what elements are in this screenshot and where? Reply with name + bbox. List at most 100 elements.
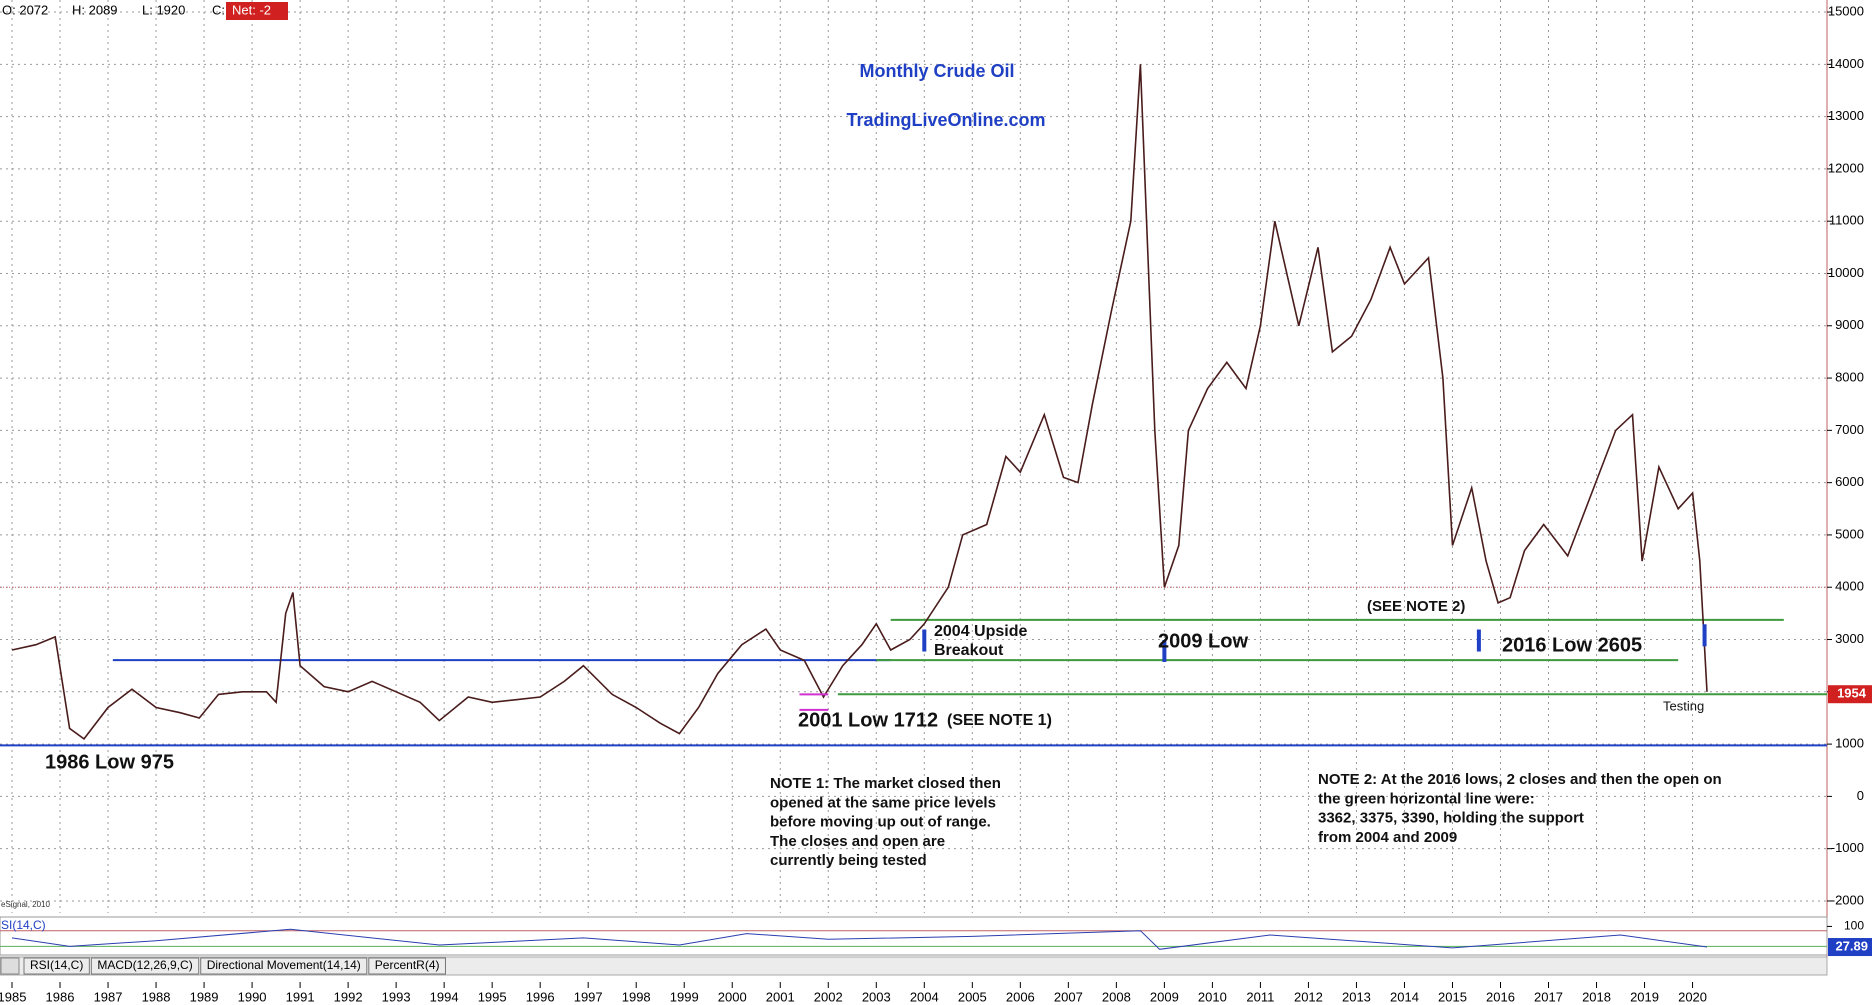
header-value: O: 2072 <box>2 2 48 17</box>
tab-frame[interactable] <box>90 957 200 975</box>
rsi-last: 27.89 <box>1835 938 1868 953</box>
x-tick-label: 2012 <box>1294 989 1323 1004</box>
annotation: 2004 Upside <box>934 623 1027 640</box>
x-tick-label: 2020 <box>1678 989 1707 1004</box>
y-tick-label: 7000 <box>1835 422 1864 437</box>
source: eSignal, 2010 <box>1 900 50 909</box>
x-tick-label: 2013 <box>1342 989 1371 1004</box>
x-tick-label: 1997 <box>574 989 603 1004</box>
x-tick-label: 1995 <box>478 989 507 1004</box>
tab[interactable]: Directional Movement(14,14) <box>207 958 361 972</box>
header-value: H: 2089 <box>72 2 118 17</box>
x-tick-label: 2006 <box>1006 989 1035 1004</box>
annotation: 2009 Low <box>1158 630 1248 652</box>
y-tick-label: 3000 <box>1835 631 1864 646</box>
rsi-tick-label: 100 <box>1844 919 1864 933</box>
y-tick-label: -1000 <box>1831 840 1864 855</box>
annotation: Testing <box>1663 698 1704 713</box>
y-tick-label: 4000 <box>1835 579 1864 594</box>
x-tick-label: 2001 <box>766 989 795 1004</box>
marker <box>922 629 927 652</box>
last-price: 1954 <box>1837 686 1867 701</box>
x-tick-label: 2018 <box>1582 989 1611 1004</box>
y-tick-label: 8000 <box>1835 370 1864 385</box>
annotation: opened at the same price levels <box>770 794 996 811</box>
x-tick-label: 1987 <box>94 989 123 1004</box>
tab-scroll[interactable] <box>0 957 20 975</box>
x-tick-label: 1990 <box>238 989 267 1004</box>
net-box <box>226 2 288 20</box>
x-tick-label: 1992 <box>334 989 363 1004</box>
y-tick-label: 13000 <box>1828 108 1864 123</box>
tab-frame[interactable] <box>200 957 368 975</box>
last-price-box <box>1828 685 1872 704</box>
x-tick-label: 2005 <box>958 989 987 1004</box>
annotation: (SEE NOTE 1) <box>947 712 1052 729</box>
tab-bar <box>0 956 1828 976</box>
x-tick-label: 1993 <box>382 989 411 1004</box>
x-tick-label: 1998 <box>622 989 651 1004</box>
rsi-panel <box>0 916 1828 956</box>
price-line <box>11 64 1708 741</box>
annotation: currently being tested <box>770 852 927 869</box>
x-tick-label: 2019 <box>1630 989 1659 1004</box>
tab[interactable]: PercentR(4) <box>375 958 440 972</box>
x-tick-label: 2009 <box>1150 989 1179 1004</box>
annotation: 3362, 3375, 3390, holding the support <box>1318 810 1584 827</box>
annotation: the green horizontal line were: <box>1318 790 1535 807</box>
annotation: NOTE 1: The market closed then <box>770 775 1001 792</box>
x-tick-label: 1988 <box>142 989 171 1004</box>
marker <box>1476 629 1481 652</box>
x-tick-label: 2010 <box>1198 989 1227 1004</box>
y-tick-label: -2000 <box>1831 892 1864 907</box>
x-tick-label: 2017 <box>1534 989 1563 1004</box>
annotation: Breakout <box>934 642 1004 659</box>
header-value: L: 1920 <box>142 2 185 17</box>
tab[interactable]: MACD(12,26,9,C) <box>97 958 192 972</box>
x-tick-label: 2015 <box>1438 989 1467 1004</box>
x-tick-label: 1986 <box>46 989 75 1004</box>
tab-frame[interactable] <box>23 957 90 975</box>
x-tick-label: 1989 <box>190 989 219 1004</box>
annotation: Monthly Crude Oil <box>860 61 1015 81</box>
annotation: before moving up out of range. <box>770 814 991 831</box>
x-tick-label: 2003 <box>862 989 891 1004</box>
x-tick-label: 2008 <box>1102 989 1131 1004</box>
header-net: Net: -2 <box>232 2 271 17</box>
y-tick-label: 12000 <box>1828 160 1864 175</box>
annotation: (SEE NOTE 2) <box>1367 598 1465 615</box>
x-tick-label: 2002 <box>814 989 843 1004</box>
y-tick-label: 11000 <box>1829 213 1864 228</box>
tab-frame[interactable] <box>368 957 446 975</box>
y-tick-label: 1000 <box>1835 736 1864 751</box>
annotation: 2001 Low 1712 <box>798 709 938 731</box>
annotation: TradingLiveOnline.com <box>846 110 1045 130</box>
x-tick-label: 1985 <box>0 989 26 1004</box>
annotation: The closes and open are <box>770 833 945 850</box>
y-tick-label: 5000 <box>1835 526 1864 541</box>
y-tick-label: 14000 <box>1828 56 1864 71</box>
x-tick-label: 1996 <box>526 989 555 1004</box>
rsi-label: SI(14,C) <box>1 918 46 932</box>
y-tick-label: 9000 <box>1835 317 1864 332</box>
y-tick-label: 0 <box>1857 788 1864 803</box>
x-tick-label: 1991 <box>286 989 315 1004</box>
rsi-last-box <box>1828 938 1872 957</box>
x-tick-label: 1999 <box>670 989 699 1004</box>
marker <box>1702 624 1707 647</box>
y-tick-label: 6000 <box>1835 474 1864 489</box>
x-tick-label: 2000 <box>718 989 747 1004</box>
annotation: NOTE 2: At the 2016 lows, 2 closes and t… <box>1318 771 1722 788</box>
annotation: 2016 Low 2605 <box>1502 634 1642 656</box>
price-panel <box>0 0 1827 913</box>
x-tick-label: 2004 <box>910 989 939 1004</box>
x-tick-label: 2011 <box>1246 989 1274 1004</box>
tab[interactable]: RSI(14,C) <box>30 958 83 972</box>
rsi-line <box>11 928 1708 950</box>
x-tick-label: 2007 <box>1054 989 1083 1004</box>
x-tick-label: 2016 <box>1486 989 1515 1004</box>
y-tick-label: 15000 <box>1828 3 1864 18</box>
annotation: from 2004 and 2009 <box>1318 829 1457 846</box>
